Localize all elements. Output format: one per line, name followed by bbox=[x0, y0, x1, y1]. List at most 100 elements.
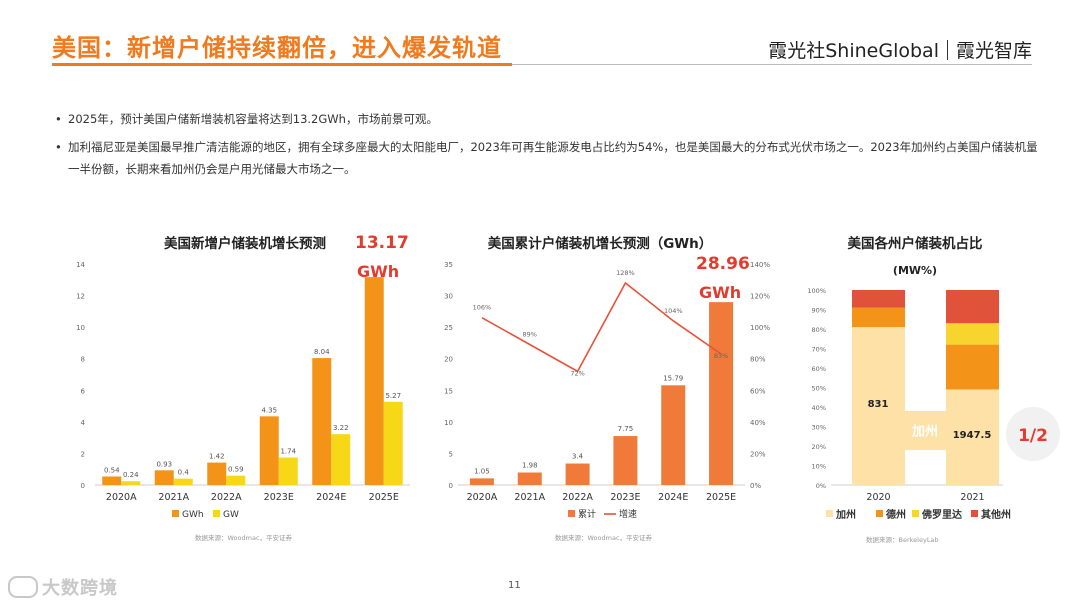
bullet-text: 加利福尼亚是美国最早推广清洁能源的地区，拥有全球多座最大的太阳能电厂，2023年… bbox=[68, 140, 1038, 176]
x-tick-label: 2023E bbox=[610, 492, 640, 503]
x-tick-label: 2023E bbox=[264, 492, 294, 503]
y-tick-label-left: 10 bbox=[444, 419, 453, 427]
segment-0 bbox=[852, 327, 905, 485]
callout-unit: GWh bbox=[699, 283, 741, 302]
bar-gw bbox=[278, 457, 298, 485]
callout-value: 13.17 bbox=[355, 233, 409, 253]
bullet-item: • 2025年，预计美国户储新增装机容量将达到13.2GWh，市场前景可观。 bbox=[55, 108, 1045, 130]
bullet-text: 2025年，预计美国户储新增装机容量将达到13.2GWh，市场前景可观。 bbox=[68, 112, 438, 126]
legend-label: 其他州 bbox=[981, 508, 1011, 521]
y-tick-label-right: 140% bbox=[750, 261, 770, 269]
growth-line bbox=[481, 281, 722, 373]
segment-0 bbox=[946, 389, 999, 485]
chart-title: 美国新增户储装机增长预测 bbox=[164, 235, 326, 252]
x-tick-label: 2021A bbox=[514, 492, 545, 503]
segment-3 bbox=[852, 290, 905, 308]
y-tick-label: 100% bbox=[807, 287, 826, 295]
y-tick-label: 12 bbox=[76, 293, 85, 301]
y-tick-label: 90% bbox=[812, 307, 826, 315]
header-divider bbox=[512, 64, 1032, 65]
bar-cumulative bbox=[661, 385, 686, 485]
state-share-chart: 美国各州户储装机占比 (MW%) 0% 10% 20% 30% 40% 50% 60% 70%… bbox=[807, 235, 1060, 544]
x-tick-label: 2022A bbox=[562, 492, 593, 503]
legend-label: GW bbox=[223, 510, 239, 520]
y-tick-label: 60% bbox=[812, 365, 826, 373]
bar-gw bbox=[331, 434, 351, 485]
bullet-dot-icon: • bbox=[55, 112, 62, 126]
legend-label: GWh bbox=[182, 510, 204, 520]
ca-value-2021: 1947.5 bbox=[953, 430, 992, 441]
y-tick-label: 40% bbox=[812, 404, 826, 412]
legend-swatch bbox=[172, 510, 179, 517]
growth-label: 83% bbox=[714, 352, 728, 360]
callout-unit: GWh bbox=[357, 262, 399, 281]
page-number: 11 bbox=[508, 580, 521, 591]
bar-cumulative bbox=[613, 436, 638, 485]
x-tick-label: 2025E bbox=[706, 492, 736, 503]
watermark: 大数跨境 bbox=[8, 574, 118, 600]
y-tick-label-right: 20% bbox=[750, 450, 766, 458]
y-tick-label: 2 bbox=[81, 450, 85, 458]
data-label: 5.27 bbox=[385, 392, 401, 400]
bar-gw bbox=[383, 401, 403, 485]
y-tick-label-right: 60% bbox=[750, 387, 766, 395]
legend-label: 累计 bbox=[578, 508, 596, 520]
data-label: 0.93 bbox=[156, 460, 172, 468]
bar-gw bbox=[173, 478, 193, 485]
x-tick-label: 2024E bbox=[658, 492, 688, 503]
brand-separator bbox=[946, 40, 948, 60]
y-tick-label-left: 30 bbox=[444, 293, 453, 301]
x-tick-label: 2020 bbox=[866, 492, 890, 503]
bar-gwh bbox=[259, 416, 279, 485]
y-tick-label-right: 40% bbox=[750, 419, 766, 427]
y-tick-label: 10% bbox=[812, 463, 826, 471]
y-tick-label: 0 bbox=[81, 482, 85, 490]
x-tick-label: 2022A bbox=[211, 492, 242, 503]
data-label: 0.54 bbox=[104, 466, 120, 474]
data-label: 0.59 bbox=[228, 466, 244, 474]
growth-label: 106% bbox=[473, 304, 492, 312]
y-tick-label: 80% bbox=[812, 326, 826, 334]
segment-1 bbox=[946, 344, 999, 390]
segment-1 bbox=[852, 307, 905, 328]
legend-label: 增速 bbox=[619, 508, 637, 520]
new-installations-chart: 美国新增户储装机增长预测 13.17 GWh 0 2 4 6 8 10 12 14 2020A 2… bbox=[76, 233, 410, 542]
y-tick-label-right: 100% bbox=[750, 324, 770, 332]
bar-cumulative bbox=[517, 472, 542, 485]
data-label: 1.98 bbox=[522, 461, 538, 469]
data-label: 1.74 bbox=[280, 448, 296, 456]
x-tick-label: 2021 bbox=[960, 492, 984, 503]
data-label: 3.4 bbox=[572, 453, 584, 461]
ratio-badge bbox=[1006, 407, 1060, 461]
y-tick-label: 4 bbox=[81, 419, 86, 427]
legend-swatch bbox=[213, 510, 220, 517]
x-tick-label: 2025E bbox=[369, 492, 399, 503]
y-tick-label: 20% bbox=[812, 443, 826, 451]
legend-swatch bbox=[826, 510, 833, 517]
chart-source: 数据来源：Woodmac，平安证券 bbox=[195, 533, 293, 542]
watermark-logo-icon bbox=[8, 576, 38, 598]
y-tick-label: 8 bbox=[81, 356, 85, 364]
title-underline bbox=[52, 63, 512, 66]
segment-2 bbox=[946, 323, 999, 345]
y-tick-label: 0% bbox=[816, 482, 826, 490]
y-tick-label-left: 5 bbox=[449, 450, 453, 458]
growth-label: 128% bbox=[616, 269, 635, 277]
legend-label: 德州 bbox=[885, 508, 906, 521]
y-tick-label-left: 15 bbox=[444, 387, 453, 395]
growth-label: 89% bbox=[523, 331, 537, 339]
data-label: 8.04 bbox=[314, 348, 330, 356]
y-tick-label: 70% bbox=[812, 346, 826, 354]
brand-right: 霞光智库 bbox=[955, 40, 1032, 62]
data-label: 15.79 bbox=[663, 374, 683, 382]
bar-gwh bbox=[154, 470, 174, 485]
callout-value: 28.96 bbox=[696, 254, 750, 274]
watermark-text: 大数跨境 bbox=[42, 578, 118, 599]
legend-swatch bbox=[971, 510, 978, 517]
data-label: 1.05 bbox=[474, 467, 490, 475]
x-tick-label: 2020A bbox=[106, 492, 137, 503]
legend-swatch bbox=[568, 510, 575, 517]
y-tick-label-left: 20 bbox=[444, 356, 453, 364]
page-title: 美国：新增户储持续翻倍，进入爆发轨道 bbox=[52, 34, 502, 62]
cumulative-installations-chart: 美国累计户储装机增长预测（GWh） 28.96 GWh 0 5 10 15 20 25 30… bbox=[444, 235, 770, 542]
